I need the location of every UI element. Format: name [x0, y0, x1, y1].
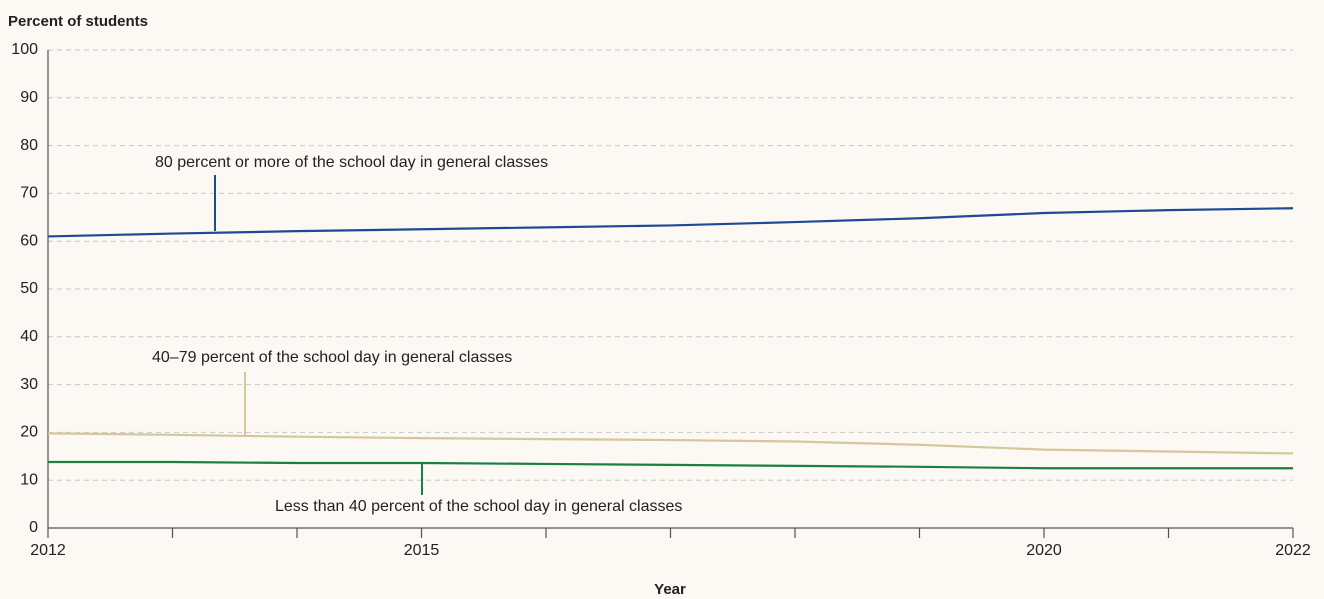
- y-tick-label: 40: [20, 328, 38, 345]
- series-label: 40–79 percent of the school day in gener…: [152, 349, 512, 366]
- y-tick-label: 90: [20, 89, 38, 106]
- series-label: 80 percent or more of the school day in …: [155, 154, 548, 171]
- y-tick-label: 20: [20, 424, 38, 441]
- series-line: [47, 432, 1294, 455]
- x-tick-label: 2015: [404, 542, 440, 559]
- series-label: Less than 40 percent of the school day i…: [275, 498, 682, 515]
- y-tick-label: 100: [11, 41, 38, 58]
- series-line: [48, 460, 1293, 470]
- x-tick-label: 2022: [1275, 542, 1311, 559]
- y-tick-label: 50: [20, 280, 38, 297]
- series-line: [47, 207, 1294, 238]
- y-tick-label: 60: [20, 232, 38, 249]
- y-axis-label: Percent of students: [8, 13, 148, 30]
- x-axis-label: Year: [654, 581, 686, 598]
- y-tick-label: 30: [20, 376, 38, 393]
- x-tick-label: 2012: [30, 542, 66, 559]
- y-tick-label: 0: [29, 519, 38, 536]
- y-tick-label: 70: [20, 185, 38, 202]
- y-tick-label: 80: [20, 137, 38, 154]
- y-tick-label: 10: [20, 471, 38, 488]
- x-tick-label: 2020: [1026, 542, 1062, 559]
